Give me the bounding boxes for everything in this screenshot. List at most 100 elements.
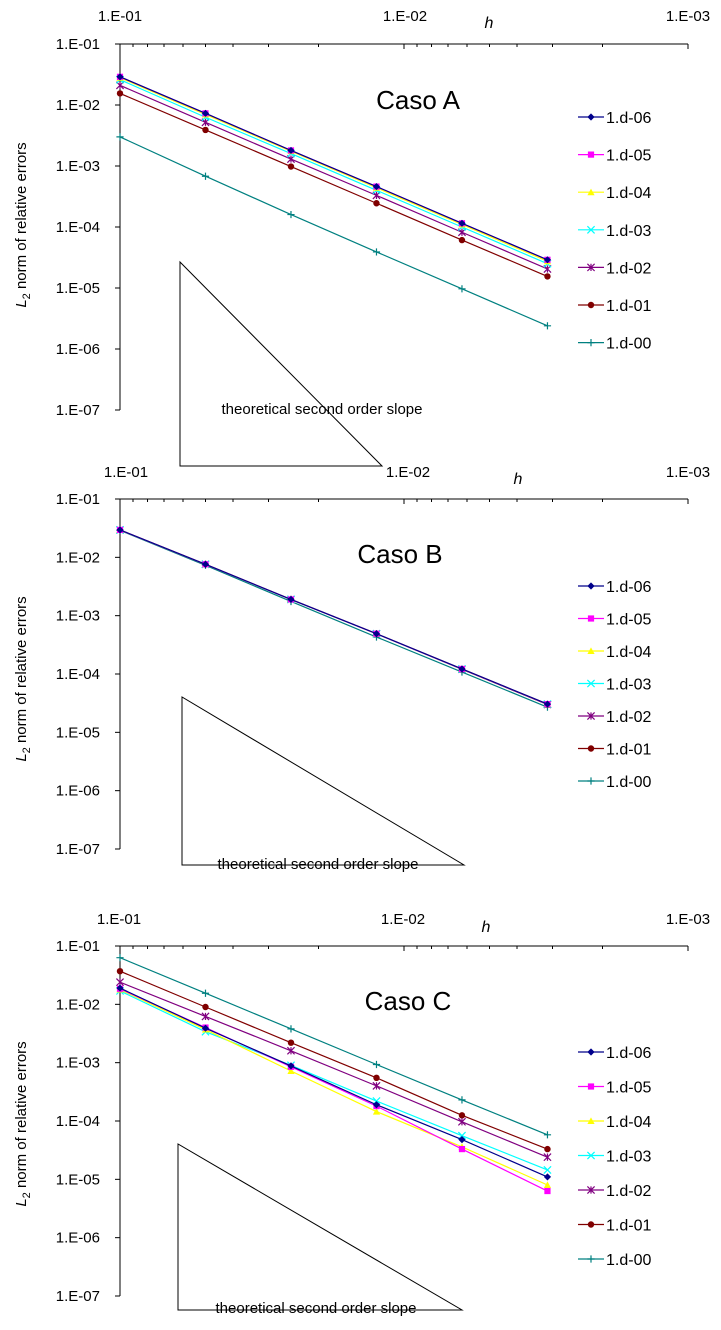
data-point xyxy=(458,236,466,244)
legend-label: 1.d-04 xyxy=(606,1114,651,1131)
y-axis-label: L2 norm of relative errors xyxy=(13,1041,33,1206)
data-point xyxy=(116,133,124,141)
data-point xyxy=(373,1074,380,1082)
legend-marker xyxy=(586,679,596,688)
x-tick-label: 1.E-01 xyxy=(104,464,148,481)
y-tick-label: 1.E-04 xyxy=(56,219,100,236)
x-tick-label: 1.E-02 xyxy=(381,911,425,928)
y-tick-label: 1.E-07 xyxy=(56,1288,100,1305)
legend-entry: 1.d-05 xyxy=(578,612,651,629)
legend-marker xyxy=(586,711,596,721)
chart-title: Caso B xyxy=(357,539,442,569)
x-tick-label: 1.E-02 xyxy=(386,464,430,481)
legend-entry: 1.d-04 xyxy=(578,644,651,661)
legend-entry: 1.d-04 xyxy=(578,185,651,202)
legend-entry: 1.d-05 xyxy=(578,1080,651,1097)
legend-marker xyxy=(587,113,595,121)
y-axis-label-main: L xyxy=(13,1198,30,1206)
y-tick-label: 1.E-04 xyxy=(56,1113,100,1130)
legend-marker xyxy=(587,777,595,785)
x-tick-label: 1.E-02 xyxy=(383,8,427,25)
y-tick-label: 1.E-03 xyxy=(56,608,100,625)
legend-entry: 1.d-00 xyxy=(578,1252,651,1269)
y-axis-label-rest: norm of relative errors xyxy=(13,142,30,293)
x-axis-label: h xyxy=(514,471,523,488)
series-line xyxy=(119,529,548,708)
slope-triangle xyxy=(179,260,384,467)
y-tick-label: 1.E-03 xyxy=(56,158,100,175)
y-tick-label: 1.E-03 xyxy=(56,1055,100,1072)
legend-label: 1.d-03 xyxy=(606,677,651,694)
legend-label: 1.d-04 xyxy=(606,185,651,202)
legend-label: 1.d-05 xyxy=(606,1080,651,1097)
data-point xyxy=(116,90,124,97)
series-line xyxy=(119,136,548,327)
series-1.d-01 xyxy=(116,967,551,1153)
legend-entry: 1.d-01 xyxy=(578,742,651,759)
series-1.d-02 xyxy=(115,978,552,1162)
legend-label: 1.d-06 xyxy=(606,110,651,127)
legend-entry: 1.d-02 xyxy=(578,709,651,726)
series-1.d-06 xyxy=(116,526,552,708)
y-axis-label-rest: norm of relative errors xyxy=(13,1041,30,1192)
slope-label: theoretical second order slope xyxy=(216,1300,417,1317)
series-line xyxy=(119,77,548,262)
x-axis-label: h xyxy=(485,15,494,32)
slope-label: theoretical second order slope xyxy=(222,401,423,418)
data-point xyxy=(287,163,295,170)
x-tick-label: 1.E-01 xyxy=(98,8,142,25)
legend-entry: 1.d-03 xyxy=(578,223,651,240)
legend-label: 1.d-02 xyxy=(606,1183,651,1200)
data-point xyxy=(372,1060,381,1069)
legend-label: 1.d-05 xyxy=(606,612,651,629)
x-tick-label: 1.E-01 xyxy=(97,911,141,928)
y-tick-label: 1.E-05 xyxy=(56,1171,100,1188)
series-1.d-01 xyxy=(116,90,551,280)
legend-entry: 1.d-06 xyxy=(578,110,651,127)
y-tick-label: 1.E-05 xyxy=(56,280,100,297)
legend-entry: 1.d-02 xyxy=(578,1183,651,1200)
legend-marker xyxy=(587,1048,595,1056)
data-point xyxy=(115,81,125,90)
data-point xyxy=(543,1153,552,1162)
legend-entry: 1.d-06 xyxy=(578,579,651,596)
data-point xyxy=(372,1101,381,1109)
data-point xyxy=(287,1062,295,1070)
data-point xyxy=(287,146,295,155)
series-line xyxy=(119,981,548,1158)
series-line xyxy=(119,529,548,705)
legend-label: 1.d-00 xyxy=(606,336,651,353)
legend-marker xyxy=(586,225,596,234)
data-point xyxy=(287,1067,295,1074)
series-line xyxy=(119,79,548,265)
data-point xyxy=(544,1187,551,1195)
data-point xyxy=(287,210,295,219)
legend-label: 1.d-01 xyxy=(606,742,651,759)
chart-panel-b: 1.E-01 1.E-02 1.E-03 h Caso B L2 norm of… xyxy=(13,464,710,873)
data-point xyxy=(287,1025,295,1033)
legend-label: 1.d-01 xyxy=(606,1218,651,1235)
legend-marker xyxy=(587,582,595,590)
data-point xyxy=(116,954,124,962)
data-point xyxy=(372,182,381,191)
y-tick-label: 1.E-04 xyxy=(56,666,100,683)
slope-triangle xyxy=(177,1143,464,1311)
y-tick-label: 1.E-05 xyxy=(56,724,100,741)
data-point xyxy=(116,967,124,975)
data-point xyxy=(543,256,552,264)
legend-label: 1.d-04 xyxy=(606,644,651,661)
y-tick-label: 1.E-01 xyxy=(56,491,100,508)
y-axis-label-rest: norm of relative errors xyxy=(13,596,30,747)
legend-label: 1.d-03 xyxy=(606,223,651,240)
data-point xyxy=(201,989,210,997)
data-point xyxy=(543,1181,552,1188)
legend-entry: 1.d-05 xyxy=(578,148,651,165)
legend-marker xyxy=(586,1185,596,1195)
series-1.d-02 xyxy=(115,81,552,274)
legend-marker xyxy=(587,1117,595,1124)
y-axis-label: L2 norm of relative errors xyxy=(13,142,33,307)
data-point xyxy=(201,1012,210,1021)
chart-title: Caso C xyxy=(365,986,452,1016)
legend-entry: 1.d-01 xyxy=(578,298,651,315)
legend-marker xyxy=(587,1255,595,1263)
